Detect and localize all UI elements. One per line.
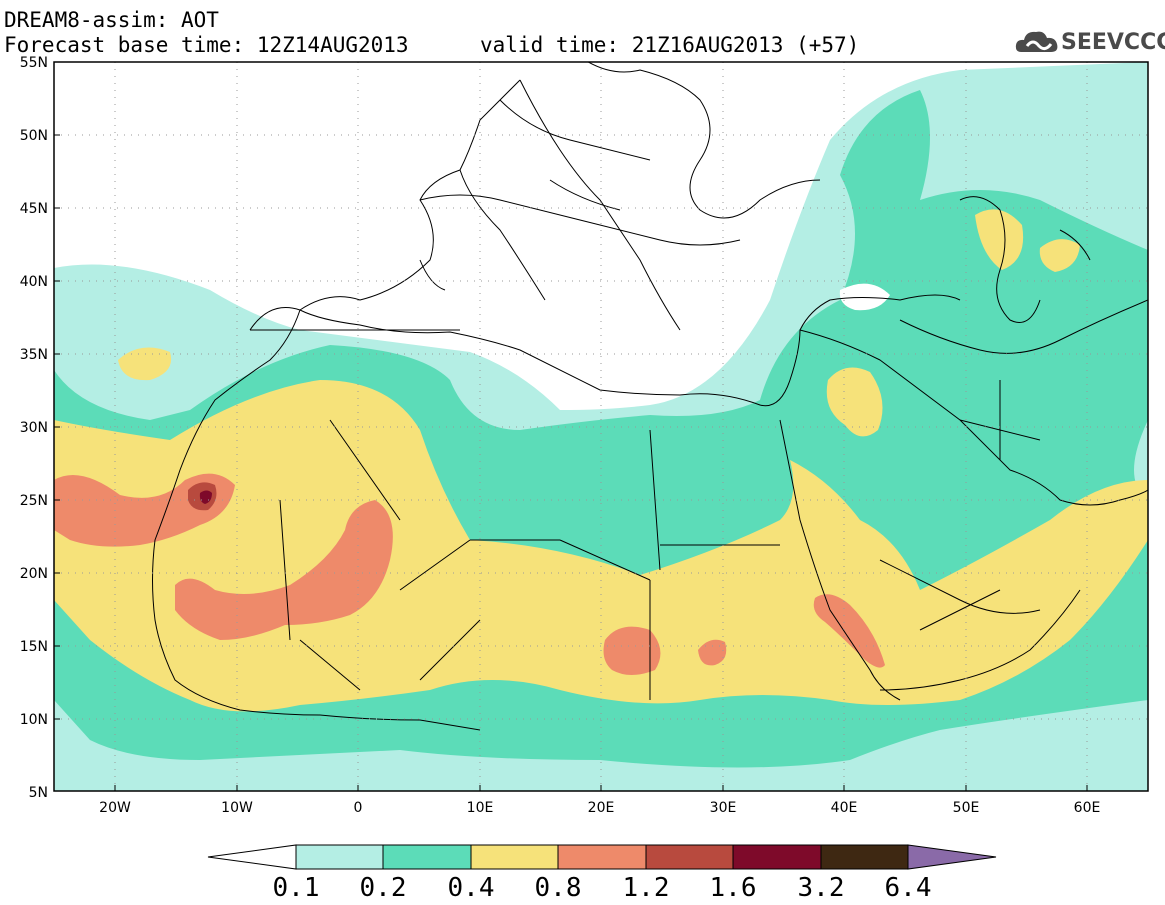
lat-label: 10N [20, 712, 48, 728]
colorbar-label: 0.8 [535, 873, 582, 903]
forecast-base-time: Forecast base time: 12Z14AUG2013 [4, 33, 409, 57]
colorbar-swatch [557, 844, 647, 870]
lon-label: 20W [99, 800, 131, 816]
aot-blob-yellow-iraq [826, 367, 883, 437]
aot-band-0.8-chad [603, 626, 661, 675]
aot-clear-zone-anatolia [839, 283, 890, 311]
lat-label: 25N [20, 493, 48, 509]
lon-label: 40E [831, 800, 858, 816]
lon-label: 10E [467, 800, 494, 816]
lon-label: 0 [354, 800, 363, 816]
colorbar-swatch [645, 844, 734, 870]
colorbar-label: 1.6 [710, 873, 757, 903]
axis-ticks [54, 61, 1088, 791]
lon-label: 10W [221, 800, 253, 816]
lat-label: 35N [20, 347, 48, 363]
seevccc-logo: SEEVCCC [1015, 26, 1165, 56]
colorbar-label: 1.2 [623, 873, 670, 903]
colorbar-swatch [295, 844, 384, 870]
aot-band-0.4 [54, 380, 1148, 712]
colorbar-swatch [820, 844, 909, 870]
colorbar-over-arrow [907, 844, 997, 870]
colorbar-swatch [382, 844, 472, 870]
aot-blob-yellow-caspian [975, 209, 1024, 270]
colorbar-label: 0.2 [360, 873, 407, 903]
colorbar-under-arrow [207, 844, 297, 870]
lat-label: 40N [20, 274, 48, 290]
lat-label: 55N [20, 55, 48, 71]
lat-label: 5N [29, 785, 48, 801]
lon-label: 20E [588, 800, 615, 816]
lat-label: 15N [20, 639, 48, 655]
aot-band-1.6 [199, 490, 212, 504]
lon-label: 30E [710, 800, 737, 816]
lat-label: 20N [20, 566, 48, 582]
colorbar-label: 6.4 [885, 873, 932, 903]
lat-label: 30N [20, 420, 48, 436]
graticule [54, 62, 1148, 791]
colorbar-swatch [732, 844, 822, 870]
lat-label: 45N [20, 201, 48, 217]
colorbar-swatch [470, 844, 559, 870]
aot-band-0.8-mali [175, 500, 393, 640]
colorbar [207, 844, 997, 870]
map-title: DREAM8-assim: AOT [4, 8, 219, 32]
colorbar-label: 3.2 [798, 873, 845, 903]
coastlines [152, 62, 1148, 731]
colorbar-label: 0.4 [448, 873, 495, 903]
aot-blob-yellow-morocco [118, 347, 172, 381]
lon-label: 60E [1074, 800, 1101, 816]
colorbar-label: 0.1 [273, 873, 320, 903]
valid-time: valid time: 21Z16AUG2013 (+57) [480, 33, 860, 57]
logo-text: SEEVCCC [1061, 30, 1165, 55]
lon-label: 50E [953, 800, 980, 816]
aot-blob-yellow-aral [1039, 239, 1080, 272]
cloud-icon [1015, 31, 1058, 52]
lat-label: 50N [20, 128, 48, 144]
